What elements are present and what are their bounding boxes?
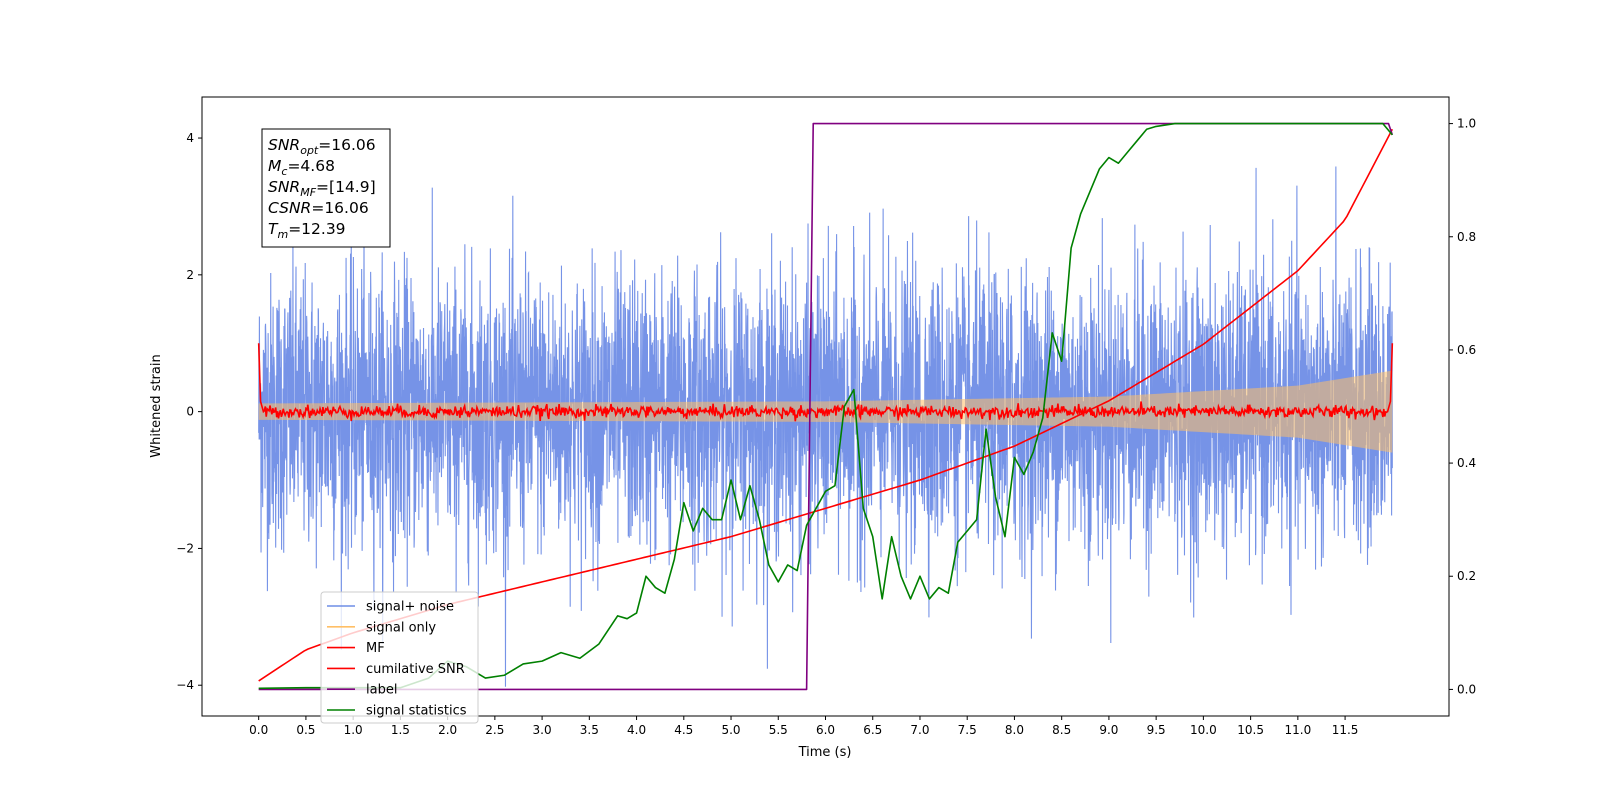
x-tick-label: 2.5 — [485, 723, 504, 737]
x-axis-label: Time (s) — [798, 745, 852, 760]
x-tick-label: 11.0 — [1284, 723, 1311, 737]
x-tick-label: 5.0 — [721, 723, 740, 737]
annotation-line: Mc=4.68 — [268, 157, 335, 178]
x-axis-ticks: 0.0 0.5 1.0 1.5 2.0 2.5 3.0 3.5 4.0 4.5 5.0 5.5 6.0 6… — [249, 716, 1358, 737]
annotation-line: Tm=12.39 — [268, 220, 346, 241]
x-tick-label: 9.5 — [1147, 723, 1166, 737]
legend-label: signal statistics — [366, 704, 467, 719]
y-axis-label: Whitened strain — [149, 354, 164, 457]
y2-tick-label: 1.0 — [1457, 117, 1476, 131]
y-tick-label: −2 — [176, 541, 194, 555]
x-tick-label: 3.0 — [533, 723, 552, 737]
x-tick-label: 0.0 — [249, 723, 268, 737]
y-tick-label: −4 — [176, 678, 194, 692]
x-tick-label: 6.0 — [816, 723, 835, 737]
annotation-line: CSNR=16.06 — [268, 199, 369, 217]
series-label — [258, 122, 1394, 691]
annotation-line: SNRMF=[14.9] — [268, 178, 376, 199]
y-axis-ticks: −4 −2 0 2 4 — [176, 131, 202, 692]
x-tick-label: 1.5 — [391, 723, 410, 737]
legend-label: signal+ noise — [366, 600, 454, 615]
y2-tick-label: 0.0 — [1457, 682, 1476, 696]
x-tick-label: 11.5 — [1332, 723, 1359, 737]
y-tick-label: 2 — [186, 268, 194, 282]
series-signal-noise — [258, 166, 1393, 687]
x-tick-label: 8.0 — [1005, 723, 1024, 737]
y-tick-label: 0 — [186, 405, 194, 419]
y2-tick-label: 0.6 — [1457, 343, 1476, 357]
x-tick-label: 10.0 — [1190, 723, 1217, 737]
series-mf — [257, 343, 1394, 422]
legend-label: signal only — [366, 620, 436, 635]
legend-label: MF — [366, 641, 385, 656]
legend-label: label — [366, 683, 397, 698]
series-line-signal-statistics — [258, 122, 1393, 690]
x-tick-label: 5.5 — [769, 723, 788, 737]
y2-tick-label: 0.8 — [1457, 230, 1476, 244]
x-tick-label: 2.0 — [438, 723, 457, 737]
x-tick-label: 3.5 — [580, 723, 599, 737]
x-tick-label: 4.0 — [627, 723, 646, 737]
x-tick-label: 7.0 — [910, 723, 929, 737]
series-signal-statistics — [258, 122, 1393, 690]
x-tick-label: 8.5 — [1052, 723, 1071, 737]
x-tick-label: 7.5 — [958, 723, 977, 737]
legend-label: cumilative SNR — [366, 662, 465, 677]
y-tick-label: 4 — [186, 131, 194, 145]
y2-tick-label: 0.4 — [1457, 456, 1476, 470]
y2-axis-ticks: 0.0 0.2 0.4 0.6 0.8 1.0 — [1449, 117, 1476, 696]
x-tick-label: 0.5 — [296, 723, 315, 737]
y2-tick-label: 0.2 — [1457, 569, 1476, 583]
x-tick-label: 1.0 — [344, 723, 363, 737]
annotation-box: SNRopt=16.06Mc=4.68SNRMF=[14.9]CSNR=16.0… — [261, 128, 391, 248]
x-tick-label: 6.5 — [863, 723, 882, 737]
annotation-line: SNRopt=16.06 — [268, 136, 376, 157]
x-tick-label: 10.5 — [1237, 723, 1264, 737]
series-line-mf — [257, 343, 1394, 422]
series-line-label — [258, 122, 1394, 691]
series-line-signal-noise — [258, 166, 1393, 687]
legend: signal+ noise signal only MF cumilative SNR… — [320, 591, 479, 724]
x-tick-label: 9.0 — [1099, 723, 1118, 737]
x-tick-label: 4.5 — [674, 723, 693, 737]
